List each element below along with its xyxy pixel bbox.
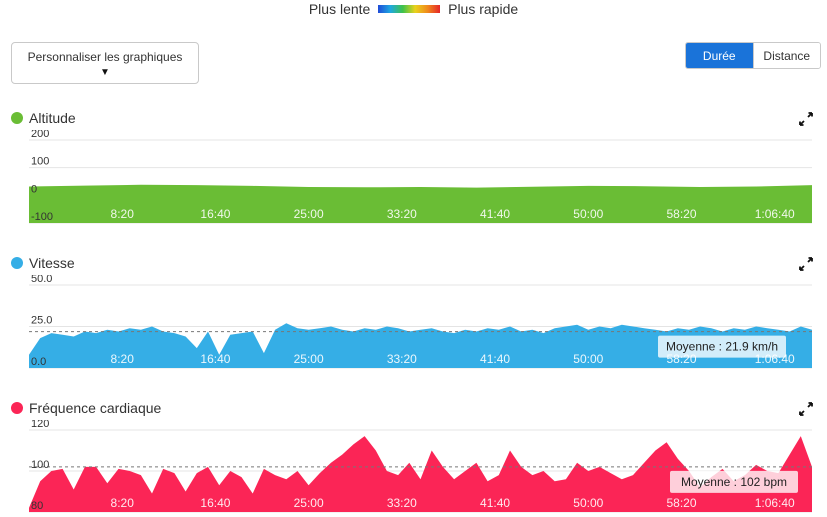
y-tick-label: 50.0 xyxy=(31,275,52,285)
x-tick-label: 1:06:40 xyxy=(755,207,795,221)
speed-color-dot xyxy=(11,257,23,269)
speed-area-series xyxy=(29,323,812,368)
y-tick-label: 120 xyxy=(31,420,49,430)
caret-down-icon: ▼ xyxy=(100,67,110,78)
altitude-area-series xyxy=(29,184,812,223)
x-tick-label: 50:00 xyxy=(573,207,603,221)
heart-section-title: Fréquence cardiaque xyxy=(11,400,161,416)
x-tick-label: 33:20 xyxy=(387,207,417,221)
x-tick-label: 8:20 xyxy=(111,352,135,366)
altitude-chart-svg: 200 100 0 -100 8:20 16:40 25:00 33:20 41:40 50:00… xyxy=(29,130,812,224)
x-tick-label: 16:40 xyxy=(200,496,230,510)
expand-heart-icon[interactable] xyxy=(799,402,813,416)
x-tick-label: 41:40 xyxy=(480,496,510,510)
x-tick-label: 33:20 xyxy=(387,496,417,510)
speed-gradient-bar xyxy=(378,5,441,14)
x-axis-mode-toggle: Durée Distance xyxy=(685,42,821,69)
y-tick-label: 80 xyxy=(31,500,43,512)
legend-slow-label: Plus lente xyxy=(308,1,371,18)
x-tick-label: 8:20 xyxy=(111,496,135,510)
y-tick-label: 25.0 xyxy=(31,315,52,327)
y-tick-label: -100 xyxy=(31,211,53,223)
legend-fast-label: Plus rapide xyxy=(448,1,519,18)
x-tick-label: 33:20 xyxy=(387,352,417,366)
speed-average-badge xyxy=(658,335,786,358)
speed-color-legend: Plus lente Plus rapide xyxy=(0,0,827,18)
heart-average-badge xyxy=(670,470,798,493)
customize-charts-button[interactable]: Personnaliser les graphiques ▼ xyxy=(11,42,199,84)
speed-title-text: Vitesse xyxy=(29,255,75,271)
x-tick-label: 16:40 xyxy=(200,352,230,366)
x-tick-label: 8:20 xyxy=(111,207,135,221)
heart-color-dot xyxy=(11,402,23,414)
speed-average-label: Moyenne : 21.9 km/h xyxy=(666,340,778,354)
speed-section-title: Vitesse xyxy=(11,255,75,271)
expand-speed-icon[interactable] xyxy=(799,257,813,271)
expand-altitude-icon[interactable] xyxy=(799,112,813,126)
speed-chart: 50.0 25.0 0.0 8:20 16:40 25:00 33:20 41:40 50:00… xyxy=(0,275,827,375)
heart-chart: 120 100 80 8:20 16:40 25:00 33:20 41:40 50:00 58:… xyxy=(0,420,827,517)
x-tick-label: 41:40 xyxy=(480,352,510,366)
altitude-title-text: Altitude xyxy=(29,110,76,126)
x-tick-label: 41:40 xyxy=(480,207,510,221)
y-tick-label: 100 xyxy=(31,156,49,168)
distance-toggle-button[interactable]: Distance xyxy=(752,43,820,68)
heart-average-label: Moyenne : 102 bpm xyxy=(681,475,787,489)
x-tick-label: 50:00 xyxy=(573,352,603,366)
x-tick-label: 50:00 xyxy=(573,496,603,510)
x-tick-label: 16:40 xyxy=(200,207,230,221)
y-tick-label: 100 xyxy=(31,459,49,471)
speed-chart-svg: 50.0 25.0 0.0 8:20 16:40 25:00 33:20 41:40 50:00… xyxy=(29,275,812,369)
x-tick-label: 58:20 xyxy=(666,496,696,510)
altitude-section-title: Altitude xyxy=(11,110,76,126)
y-tick-label: 0 xyxy=(31,183,37,195)
altitude-chart: 200 100 0 -100 8:20 16:40 25:00 33:20 41:40 50:00… xyxy=(0,130,827,230)
x-tick-label: 25:00 xyxy=(294,207,324,221)
x-tick-label: 25:00 xyxy=(294,496,324,510)
y-tick-label: 0.0 xyxy=(31,356,46,368)
heart-chart-svg: 120 100 80 8:20 16:40 25:00 33:20 41:40 50:00 58:… xyxy=(29,420,812,513)
x-tick-label: 1:06:40 xyxy=(755,496,795,510)
customize-charts-label: Personnaliser les graphiques xyxy=(27,50,183,64)
y-tick-label: 200 xyxy=(31,130,49,140)
duration-toggle-button[interactable]: Durée xyxy=(686,43,753,68)
x-tick-label: 25:00 xyxy=(294,352,324,366)
heart-title-text: Fréquence cardiaque xyxy=(29,400,162,416)
altitude-color-dot xyxy=(11,112,23,124)
x-tick-label: 58:20 xyxy=(666,207,696,221)
heart-area-series xyxy=(29,436,812,512)
